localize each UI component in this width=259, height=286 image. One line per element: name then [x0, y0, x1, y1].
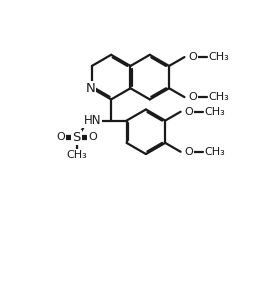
Text: S: S [72, 131, 81, 144]
Text: O: O [184, 147, 193, 157]
Text: CH₃: CH₃ [208, 52, 229, 62]
Text: CH₃: CH₃ [205, 107, 225, 117]
Text: O: O [188, 92, 197, 102]
Text: O: O [184, 107, 193, 117]
Text: CH₃: CH₃ [205, 147, 225, 157]
Text: CH₃: CH₃ [66, 150, 87, 160]
Text: O: O [88, 132, 97, 142]
Text: N: N [86, 82, 95, 95]
Text: O: O [188, 52, 197, 62]
Text: CH₃: CH₃ [208, 92, 229, 102]
Text: HN: HN [83, 114, 101, 127]
Text: O: O [56, 132, 65, 142]
